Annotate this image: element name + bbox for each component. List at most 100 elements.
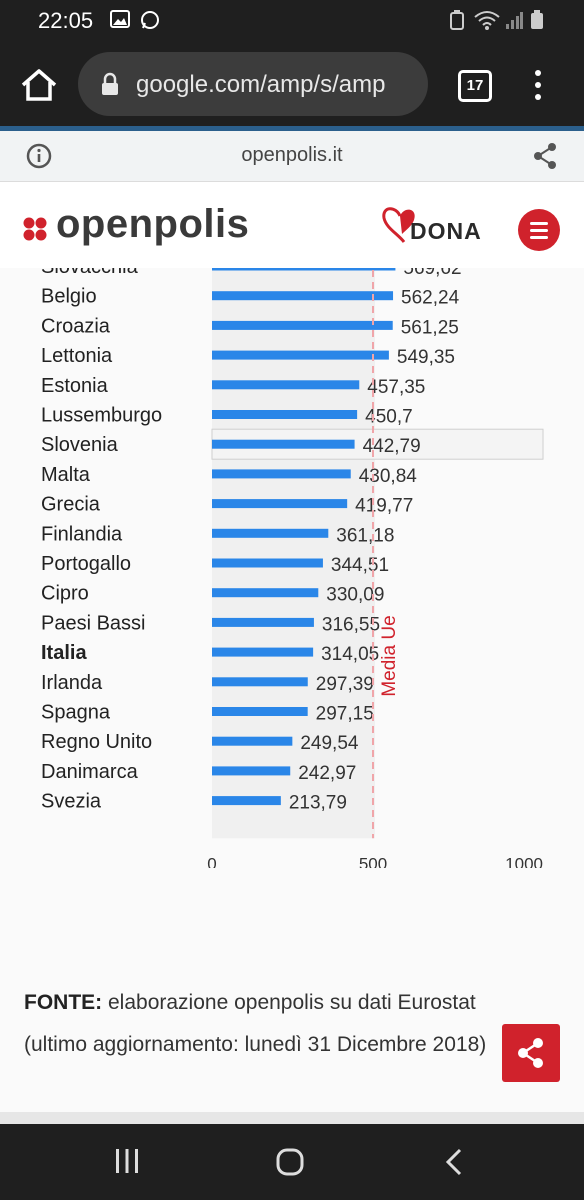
amp-header: openpolis.it xyxy=(0,131,584,182)
browser-menu-icon[interactable] xyxy=(530,70,546,100)
bar xyxy=(212,350,389,360)
bar xyxy=(212,528,329,538)
bar xyxy=(212,558,323,568)
category-label: Danimarca xyxy=(41,761,139,783)
category-label: Cipro xyxy=(41,583,89,605)
bar xyxy=(212,677,308,687)
category-label: Spagna xyxy=(41,702,111,724)
x-tick-label: 1000 xyxy=(505,854,543,868)
page-bottom-strip xyxy=(0,1112,584,1124)
status-bar: 22:05 xyxy=(0,0,584,40)
site-logo-text[interactable]: openpolis xyxy=(56,202,250,246)
value-label: 442,79 xyxy=(363,436,421,457)
value-label: 549,35 xyxy=(397,347,455,368)
category-label: Malta xyxy=(41,464,91,486)
info-icon[interactable] xyxy=(26,143,52,169)
bar xyxy=(212,707,308,716)
bar xyxy=(212,736,293,746)
category-label: Paesi Bassi xyxy=(41,612,146,634)
tab-switcher-button[interactable]: 17 xyxy=(458,70,492,102)
category-label: Grecia xyxy=(41,494,101,516)
bar xyxy=(212,499,348,509)
bar xyxy=(212,469,351,479)
category-label: Croazia xyxy=(41,315,111,337)
value-label: 330,09 xyxy=(326,585,384,606)
bar xyxy=(212,291,394,301)
amp-domain: openpolis.it xyxy=(241,144,343,166)
category-label: Belgio xyxy=(41,286,97,308)
value-label: 419,77 xyxy=(355,496,413,517)
category-label: Lettonia xyxy=(41,345,113,367)
bar-chart: Slovacchia 569,62 Belgio 562,24 Croazia 561,2… xyxy=(0,268,584,868)
share-icon[interactable] xyxy=(532,142,558,170)
bar xyxy=(212,766,291,776)
address-bar[interactable]: google.com/amp/s/amp xyxy=(78,52,428,116)
category-label: Regno Unito xyxy=(41,731,152,753)
category-label: Slovacchia xyxy=(41,268,139,278)
value-label: 297,39 xyxy=(316,674,374,695)
bar xyxy=(212,588,319,598)
x-tick-label: 500 xyxy=(359,854,387,868)
bar xyxy=(212,617,314,627)
whatsapp-icon xyxy=(141,11,159,29)
hamburger-menu-button[interactable] xyxy=(518,209,560,251)
category-label: Italia xyxy=(41,642,87,664)
home-icon[interactable] xyxy=(20,68,58,102)
value-label: 314,05 xyxy=(321,644,379,665)
bar xyxy=(212,796,281,806)
share-icon xyxy=(518,1038,543,1068)
category-label: Svezia xyxy=(41,791,102,813)
gallery-icon xyxy=(110,10,130,28)
value-label: 344,51 xyxy=(331,555,389,576)
signal-icon xyxy=(506,12,523,29)
bar xyxy=(212,439,355,449)
bar xyxy=(212,410,358,419)
value-label: 450,7 xyxy=(365,407,413,428)
lock-icon xyxy=(102,72,118,95)
value-label: 457,35 xyxy=(367,377,425,398)
site-header: openpolis DONA xyxy=(0,182,584,268)
category-label: Portogallo xyxy=(41,553,131,575)
x-tick-label: 0 xyxy=(207,854,216,868)
chart-share-button[interactable] xyxy=(502,1024,560,1082)
source-label: FONTE: xyxy=(24,991,103,1014)
browser-toolbar: google.com/amp/s/amp 17 xyxy=(0,40,584,126)
battery-icon xyxy=(531,10,543,29)
value-label: 569,62 xyxy=(403,268,461,279)
reference-line-label: Media Ue xyxy=(379,615,400,696)
category-label: Irlanda xyxy=(41,672,103,694)
category-label: Finlandia xyxy=(41,523,123,545)
category-label: Estonia xyxy=(41,375,109,397)
source-text: elaborazione openpolis su dati Eurostat … xyxy=(24,991,487,1056)
value-label: 430,84 xyxy=(359,466,418,487)
value-label: 249,54 xyxy=(300,733,359,754)
wifi-icon xyxy=(474,11,500,30)
value-label: 242,97 xyxy=(298,763,356,784)
value-label: 361,18 xyxy=(336,525,394,546)
donate-label: DONA xyxy=(410,218,482,244)
value-label: 316,55 xyxy=(322,614,380,635)
recent-apps-icon[interactable] xyxy=(114,1148,140,1174)
source-note: FONTE: elaborazione openpolis su dati Eu… xyxy=(24,982,494,1066)
bar xyxy=(212,647,314,657)
back-nav-icon[interactable] xyxy=(444,1148,464,1176)
bar xyxy=(212,320,393,330)
system-nav-bar xyxy=(0,1124,584,1200)
bar xyxy=(212,380,360,390)
battery-saver-icon xyxy=(450,10,464,30)
donate-button[interactable]: DONA xyxy=(378,206,490,252)
openpolis-logo-icon[interactable] xyxy=(22,216,48,242)
value-label: 561,25 xyxy=(401,317,459,338)
value-label: 297,15 xyxy=(316,704,374,725)
bar xyxy=(212,268,396,271)
heart-icon xyxy=(382,207,415,243)
home-nav-icon[interactable] xyxy=(276,1148,304,1176)
toolbar-divider xyxy=(0,126,584,131)
value-label: 213,79 xyxy=(289,793,347,814)
category-label: Slovenia xyxy=(41,434,119,456)
value-label: 562,24 xyxy=(401,288,460,309)
category-label: Lussemburgo xyxy=(41,405,162,427)
chart-svg: Slovacchia 569,62 Belgio 562,24 Croazia 561,2… xyxy=(41,268,544,868)
url-text: google.com/amp/s/amp xyxy=(136,71,386,98)
status-time: 22:05 xyxy=(38,8,94,33)
